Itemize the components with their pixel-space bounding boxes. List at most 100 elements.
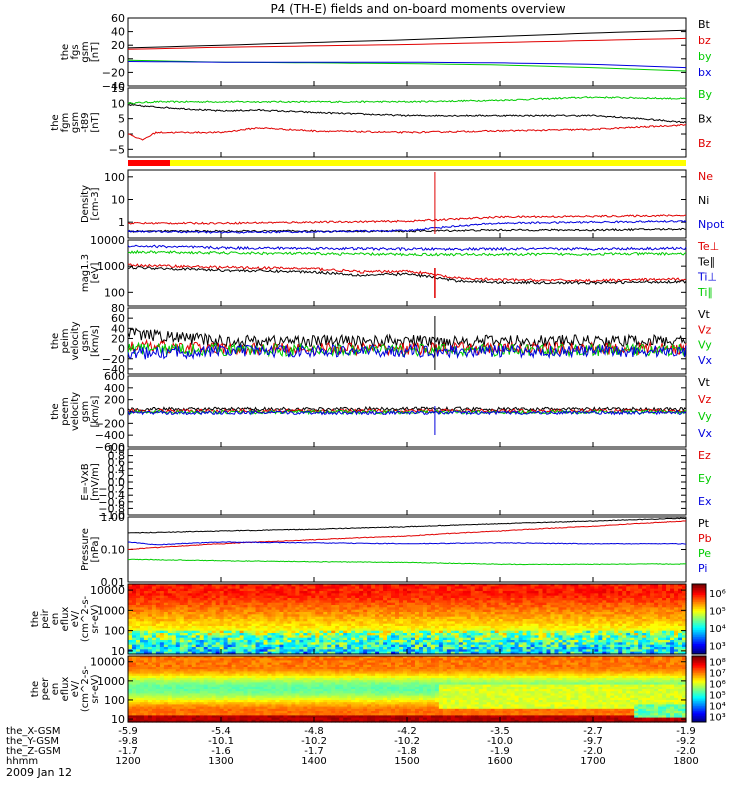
heatmap-cell <box>227 637 233 641</box>
heatmap-cell <box>271 591 277 594</box>
heatmap-cell <box>203 630 209 634</box>
heatmap-cell <box>255 607 261 611</box>
heatmap-cell <box>642 588 647 592</box>
heatmap-cell <box>355 640 360 643</box>
heatmap-cell <box>323 614 328 618</box>
heatmap-cell <box>135 660 141 664</box>
heatmap-cell <box>355 647 360 650</box>
heatmap-cell <box>490 644 496 648</box>
heatmap-cell <box>582 605 587 608</box>
heatmap-cell <box>159 713 165 716</box>
heatmap-cell <box>570 621 575 625</box>
plot-title: P4 (TH-E) fields and on-board moments ov… <box>270 2 565 16</box>
heatmap-cell <box>422 614 428 618</box>
heatmap-cell <box>155 693 161 697</box>
heatmap-cell <box>143 647 149 650</box>
heatmap-cell <box>658 644 663 648</box>
heatmap-cell <box>670 602 675 606</box>
heatmap-cell <box>506 609 512 613</box>
heatmap-cell <box>598 614 603 618</box>
heatmap-cell <box>295 640 300 643</box>
heatmap-cell <box>255 628 261 632</box>
heatmap-cell <box>159 602 165 606</box>
heatmap-cell <box>367 623 372 627</box>
heatmap-cell <box>530 616 536 620</box>
heatmap-cell <box>454 628 460 632</box>
heatmap-cell <box>478 640 484 643</box>
heatmap-cell <box>351 637 356 641</box>
heatmap-cell <box>175 695 181 699</box>
heatmap-cell <box>538 637 544 641</box>
heatmap-cell <box>450 626 456 629</box>
heatmap-cell <box>131 671 137 675</box>
heatmap-cell <box>343 588 348 592</box>
heatmap-cell <box>618 588 623 592</box>
heatmap-cell <box>634 584 639 587</box>
heatmap-cell <box>446 649 452 653</box>
heatmap-cell <box>558 626 564 629</box>
heatmap-cell <box>606 616 611 620</box>
heatmap-cell <box>518 609 524 613</box>
heatmap-cell <box>167 619 173 622</box>
heatmap-cell <box>562 642 568 646</box>
y-axis-label: E=-VxB <box>80 463 91 500</box>
heatmap-cell <box>498 616 504 620</box>
heatmap-cell <box>295 637 300 641</box>
heatmap-cell <box>462 605 468 608</box>
heatmap-cell <box>327 626 332 629</box>
heatmap-cell <box>287 644 293 648</box>
heatmap-cell <box>151 702 157 705</box>
heatmap-cell <box>371 607 376 611</box>
colorbar-cell <box>692 598 706 601</box>
heatmap-cell <box>135 637 141 641</box>
heatmap-cell <box>454 602 460 606</box>
heatmap-cell <box>594 586 599 590</box>
heatmap-cell <box>139 602 145 606</box>
heatmap-cell <box>602 635 607 639</box>
heatmap-cell <box>367 630 372 634</box>
heatmap-cell <box>395 649 400 653</box>
heatmap-cell <box>446 630 452 634</box>
heatmap-cell <box>327 614 332 618</box>
heatmap-cell <box>407 616 412 620</box>
colorbar-cell <box>692 622 706 625</box>
heatmap-cell <box>682 628 687 632</box>
heatmap-cell <box>331 642 336 646</box>
heatmap-cell <box>271 626 277 629</box>
heatmap-cell <box>167 706 173 710</box>
heatmap-cell <box>199 605 205 608</box>
heatmap-cell <box>143 686 149 690</box>
y-axis-label: [nPa] <box>90 536 101 562</box>
heatmap-cell <box>355 586 360 590</box>
heatmap-cell <box>391 609 396 613</box>
heatmap-cell <box>155 682 161 686</box>
heatmap-cell <box>203 588 209 592</box>
heatmap-cell <box>598 623 603 627</box>
heatmap-cell <box>179 644 185 648</box>
heatmap-cell <box>203 600 209 604</box>
heatmap-cell <box>155 697 161 701</box>
y-tick-label: 10 <box>111 97 125 110</box>
heatmap-cell <box>638 612 643 615</box>
heatmap-cell <box>311 630 316 634</box>
heatmap-cell <box>139 595 145 599</box>
heatmap-cell <box>159 662 165 666</box>
heatmap-cell <box>187 621 193 625</box>
heatmap-cell <box>562 593 568 597</box>
heatmap-cell <box>199 602 205 606</box>
heatmap-cell <box>482 609 488 613</box>
heatmap-cell <box>646 651 651 655</box>
heatmap-cell <box>155 619 161 622</box>
heatmap-cell <box>578 612 583 615</box>
heatmap-cell <box>526 647 532 650</box>
heatmap-cell <box>231 616 237 620</box>
heatmap-cell <box>223 584 229 587</box>
heatmap-cell <box>546 593 552 597</box>
heatmap-cell <box>554 626 560 629</box>
heatmap-cell <box>167 640 173 643</box>
heatmap-cell <box>347 644 352 648</box>
heatmap-cell <box>155 623 161 627</box>
heatmap-cell <box>375 619 380 622</box>
heatmap-cell <box>351 647 356 650</box>
heatmap-cell <box>566 588 572 592</box>
